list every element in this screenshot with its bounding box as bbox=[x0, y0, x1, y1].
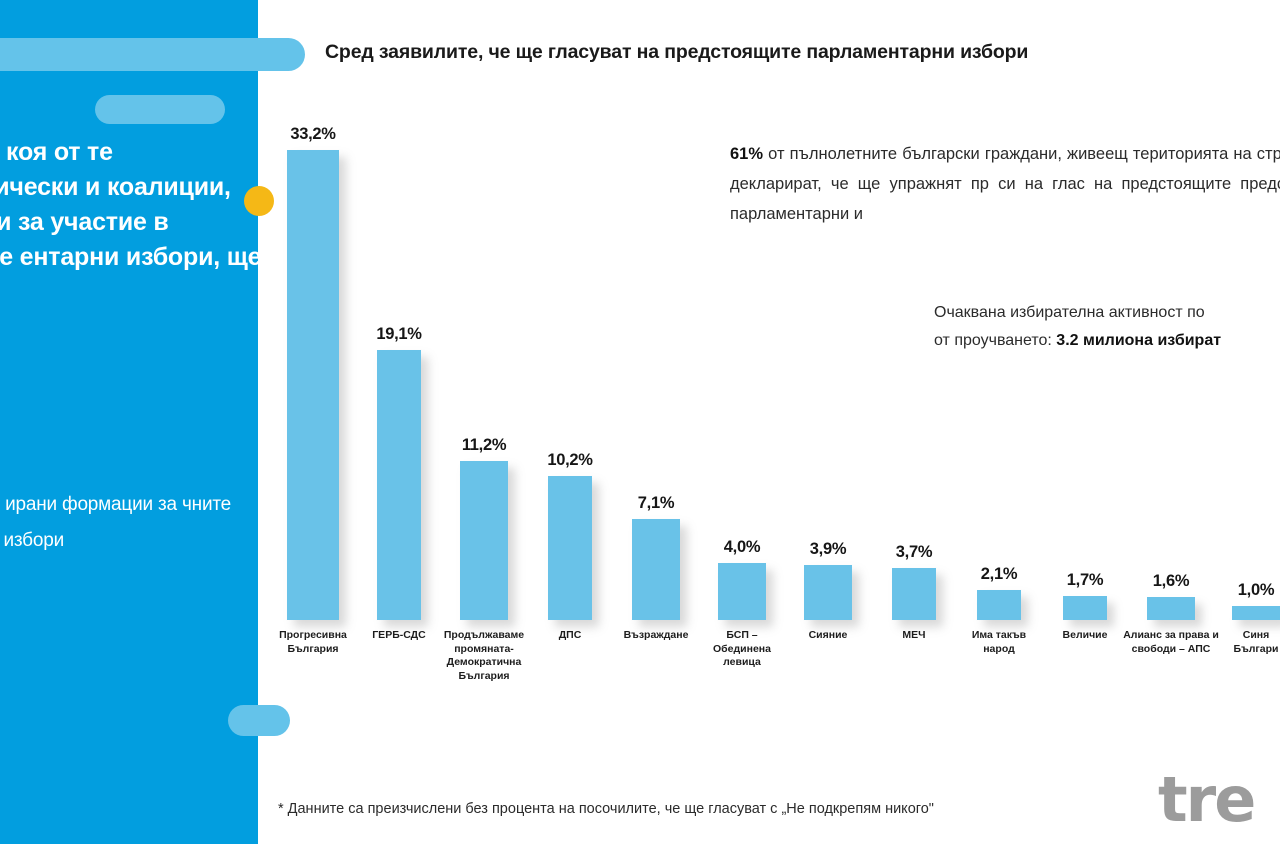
turnout-paragraph-text: от пълнолетните български граждани, живе… bbox=[730, 145, 1280, 223]
bar-rect[interactable] bbox=[892, 568, 936, 620]
bar-category-label: Величие bbox=[1062, 629, 1108, 641]
decorative-pill-top bbox=[0, 38, 305, 71]
footnote-text: * Данните са преизчислени без процента н… bbox=[278, 801, 934, 817]
bar-rect[interactable] bbox=[1063, 596, 1107, 620]
bar-value-label: 2,1% bbox=[980, 565, 1018, 583]
bar-value-label: 1,0% bbox=[1237, 581, 1275, 599]
bar-rect[interactable] bbox=[460, 461, 508, 620]
expected-turnout-prefix: от проучването: bbox=[934, 332, 1057, 349]
bar-value-label: 11,2% bbox=[461, 436, 507, 454]
bar-column: 1,0% Синя Българи bbox=[1232, 581, 1280, 655]
bar-rect[interactable] bbox=[1147, 597, 1195, 620]
bar-value-label: 7,1% bbox=[637, 494, 675, 512]
bar-column: 7,1% Възраждане bbox=[624, 494, 689, 641]
bar-value-label: 1,7% bbox=[1066, 571, 1104, 589]
bar-category-label: ДПС bbox=[558, 629, 582, 641]
bar-value-label: 3,9% bbox=[809, 540, 847, 558]
decorative-pill-middle bbox=[95, 95, 225, 124]
sidebar-question-text: нно за коя от те политически и коалиции,… bbox=[0, 138, 258, 271]
bar-category-label: МЕЧ bbox=[902, 629, 926, 641]
bar-column: 33,2% Прогресивна България bbox=[279, 125, 347, 655]
sidebar-note-text: с всички ирани формации за чните ентарни… bbox=[0, 494, 232, 551]
bar-value-label: 4,0% bbox=[723, 538, 761, 556]
decorative-orange-dot bbox=[244, 186, 274, 216]
bar-category-label: Продължаваме промяната-Демократична Бълг… bbox=[443, 629, 525, 682]
bar-rect[interactable] bbox=[377, 350, 421, 620]
bar-column: 3,7% МЕЧ bbox=[892, 543, 936, 641]
bar-category-label: БСП – Обединена левица bbox=[713, 629, 771, 668]
bar-category-label: Възраждане bbox=[623, 629, 689, 641]
bar-value-label: 3,7% bbox=[895, 543, 933, 561]
bar-rect[interactable] bbox=[804, 565, 852, 620]
bar-column: 2,1% Има такъв народ bbox=[972, 565, 1026, 655]
turnout-percent-highlight: 61% bbox=[730, 145, 764, 163]
bar-column: 4,0% БСП – Обединена левица bbox=[713, 538, 771, 668]
bar-value-label: 10,2% bbox=[547, 451, 593, 469]
bar-category-label: ГЕРБ-СДС bbox=[372, 629, 426, 641]
bar-category-label: Алианс за права и свободи – АПС bbox=[1123, 629, 1219, 655]
bar-category-label: Сияние bbox=[808, 629, 848, 641]
bar-column: 10,2% ДПС bbox=[547, 451, 593, 641]
trend-logo: tre bbox=[1158, 763, 1256, 836]
bar-rect[interactable] bbox=[1232, 606, 1280, 620]
bar-column: 3,9% Сияние bbox=[804, 540, 852, 641]
bar-category-label: Има такъв народ bbox=[971, 629, 1027, 655]
expected-turnout-value: 3.2 милиона избират bbox=[1056, 332, 1222, 349]
decorative-pill-bottom bbox=[228, 705, 290, 736]
page-title: Сред заявилите, че ще гласуват на предст… bbox=[325, 41, 1029, 63]
bar-column: 1,6% Алианс за права и свободи – АПС bbox=[1123, 572, 1219, 655]
bar-value-label: 33,2% bbox=[290, 125, 336, 143]
bar-chart: 33,2% Прогресивна България 19,1% ГЕРБ-СДС 11… bbox=[266, 125, 1280, 682]
expected-turnout-paragraph: Очаквана избирателна активност по от про… bbox=[934, 299, 1280, 355]
left-sidebar-panel: нно за коя от те политически и коалиции,… bbox=[0, 0, 258, 844]
bar-column: 1,7% Величие bbox=[1063, 571, 1108, 641]
bar-value-label: 1,6% bbox=[1152, 572, 1190, 590]
bar-category-label: Прогресивна България bbox=[279, 629, 347, 655]
bar-value-label: 19,1% bbox=[376, 325, 422, 343]
expected-turnout-lead: Очаквана избирателна активност по bbox=[934, 304, 1205, 321]
bar-rect[interactable] bbox=[548, 476, 592, 620]
bar-column: 11,2% Продължаваме промяната-Демократична… bbox=[444, 436, 524, 682]
bar-category-label: Синя Българи bbox=[1233, 629, 1279, 655]
bar-column: 19,1% ГЕРБ-СДС bbox=[372, 325, 426, 641]
bar-rect[interactable] bbox=[718, 563, 766, 620]
bar-rect[interactable] bbox=[632, 519, 680, 620]
bar-rect[interactable] bbox=[977, 590, 1021, 620]
turnout-paragraph: 61% от пълнолетните български граждани, … bbox=[730, 139, 1280, 229]
bar-rect[interactable] bbox=[287, 150, 339, 620]
